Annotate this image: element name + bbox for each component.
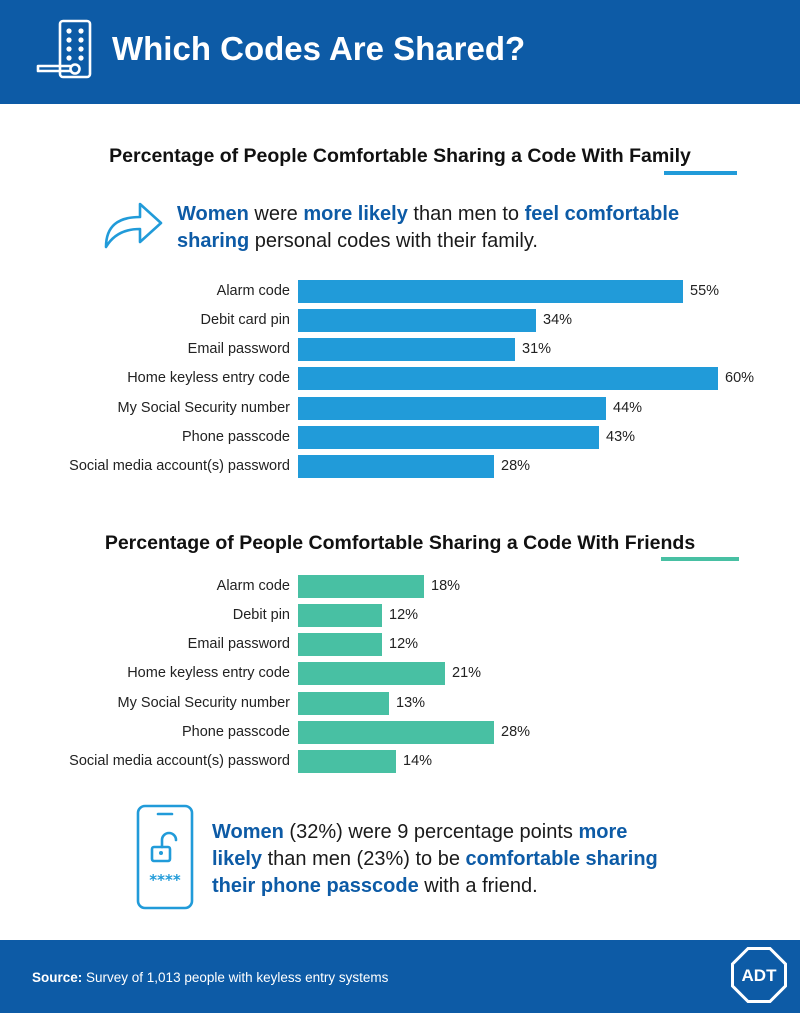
value-label: 14% xyxy=(403,753,433,770)
family-title-emphasis: Family xyxy=(629,145,691,167)
friends-callout-part: Women xyxy=(212,821,284,843)
bar xyxy=(298,603,382,627)
friends-callout: Women (32%) were 9 percentage points mor… xyxy=(212,819,672,900)
bar xyxy=(298,367,718,391)
bar xyxy=(298,455,494,479)
category-label: Phone passcode xyxy=(181,429,290,445)
adt-logo-text: ADT xyxy=(742,966,778,985)
family-callout-part: feel comfortable sharing xyxy=(177,203,680,252)
bar xyxy=(298,691,389,715)
value-label: 43% xyxy=(606,429,636,445)
value-label: 31% xyxy=(522,341,552,358)
bar xyxy=(298,426,599,449)
category-label: Alarm code xyxy=(216,282,290,299)
family-callout-part: than men to xyxy=(407,203,525,225)
family-callout-part: personal codes with their family. xyxy=(249,230,538,252)
category-label: Alarm code xyxy=(216,577,290,594)
bar xyxy=(298,338,515,362)
bar xyxy=(298,574,424,598)
page-header: Which Codes Are Shared? xyxy=(0,0,800,104)
family-callout: Women were more likely than men to feel … xyxy=(177,201,737,255)
bar xyxy=(298,279,683,303)
bar xyxy=(298,721,494,744)
category-label: Email password xyxy=(187,341,290,358)
bar xyxy=(298,750,396,774)
value-label: 28% xyxy=(501,724,531,740)
category-label: Email password xyxy=(187,636,290,653)
bar xyxy=(298,308,536,332)
category-label: Social media account(s) password xyxy=(69,458,290,475)
category-label: My Social Security number xyxy=(117,399,290,416)
keypad-door-lock-icon xyxy=(36,19,92,79)
friends-title-prefix: Percentage of People Comfortable Sharing… xyxy=(104,532,620,554)
friends-title-underline xyxy=(661,557,739,561)
page-title: Which Codes Are Shared? xyxy=(112,30,526,67)
category-label: Social media account(s) password xyxy=(69,753,290,770)
value-label: 18% xyxy=(431,577,461,594)
bar xyxy=(298,662,445,686)
friends-callout-part: than men (23%) to be xyxy=(262,848,466,870)
value-label: 44% xyxy=(613,399,643,416)
friends-callout-part: comfortable sharing their phone passcode xyxy=(212,848,658,897)
category-label: Home keyless entry code xyxy=(127,665,290,682)
value-label: 13% xyxy=(396,694,426,711)
friends-callout-part: (32%) were 9 percentage points xyxy=(283,821,579,843)
family-callout-part: more likely xyxy=(303,203,408,225)
bar xyxy=(298,633,382,657)
value-label: 55% xyxy=(690,282,720,299)
source-text: Survey of 1,013 people with keyless entr… xyxy=(82,970,389,985)
value-label: 21% xyxy=(452,665,482,682)
category-label: Phone passcode xyxy=(181,724,290,740)
category-label: Debit pin xyxy=(232,606,290,623)
value-label: 12% xyxy=(389,636,419,653)
share-arrow-icon xyxy=(104,202,163,249)
family-callout-part: Women xyxy=(177,203,249,225)
bar xyxy=(298,396,606,420)
friends-chart-title: Percentage of People Comfortable Sharing… xyxy=(0,532,800,555)
family-title-prefix: Percentage of People Comfortable Sharing… xyxy=(109,145,624,167)
source-note: Source: Survey of 1,013 people with keyl… xyxy=(32,970,388,985)
phone-unlocked-passcode-icon: **** xyxy=(136,804,194,910)
svg-text:****: **** xyxy=(149,871,181,889)
friends-callout-part: more likely xyxy=(212,821,628,870)
value-label: 60% xyxy=(725,370,755,387)
value-label: 34% xyxy=(543,311,573,328)
value-label: 12% xyxy=(389,606,419,623)
category-label: Home keyless entry code xyxy=(127,370,290,387)
friends-title-emphasis: Friends xyxy=(624,532,696,554)
value-label: 28% xyxy=(501,458,531,475)
family-callout-part: were xyxy=(248,203,304,225)
friends-callout-part: with a friend. xyxy=(418,875,538,897)
source-label: Source: xyxy=(32,970,83,985)
category-label: My Social Security number xyxy=(117,694,290,711)
adt-octagon-logo: ADT xyxy=(731,947,787,1003)
category-label: Debit card pin xyxy=(200,311,290,328)
page-footer xyxy=(0,940,800,1013)
family-chart-title: Percentage of People Comfortable Sharing… xyxy=(0,145,800,168)
family-title-underline xyxy=(664,171,737,175)
